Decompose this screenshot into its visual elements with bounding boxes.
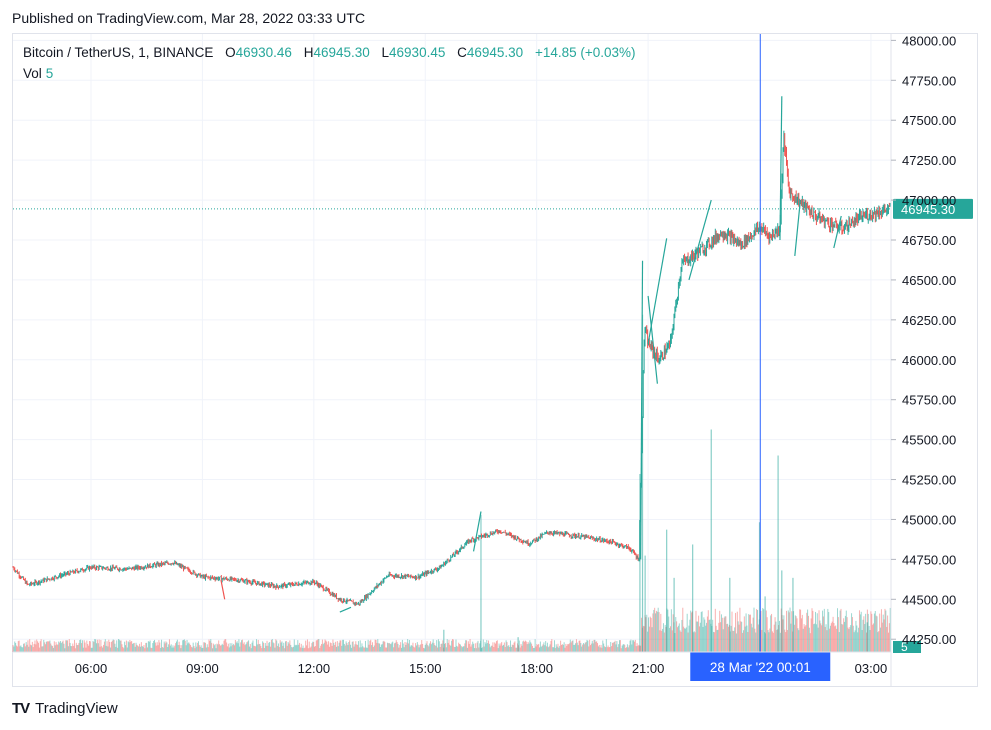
- close-value: 46945.30: [466, 45, 524, 60]
- y-tick-label: 45750.00: [902, 393, 956, 408]
- x-tick-label: 12:00: [298, 661, 331, 676]
- volume-bars: [12, 314, 891, 652]
- y-tick-label: 47000.00: [902, 193, 956, 208]
- volume-badge-label: 5: [901, 640, 908, 654]
- y-tick-label: 44500.00: [902, 592, 956, 607]
- price-axis: 48000.00 47750.00 47500.00 47250.00 47000.00…: [890, 33, 956, 686]
- volume-label: Vol: [23, 66, 42, 81]
- y-tick-label: 46500.00: [902, 273, 956, 288]
- low-value: 46930.45: [389, 45, 446, 60]
- crosshair-time-badge: [690, 652, 831, 681]
- candle-spike: [220, 580, 226, 600]
- candle-spike: [794, 200, 801, 257]
- candle-spike: [833, 215, 842, 249]
- volume-legend: Vol 5: [23, 66, 53, 81]
- high-key: H: [303, 45, 314, 60]
- x-tick-label: 03:00: [855, 661, 888, 676]
- y-tick-label: 48000.00: [902, 33, 956, 48]
- x-tick-label: 06:00: [75, 661, 108, 676]
- candle-spike: [472, 511, 482, 552]
- time-axis: 06:00 09:00 12:00 15:00 18:00 21:00 03:00: [13, 651, 891, 676]
- last-price-badge: [893, 198, 973, 219]
- candle-spike: [647, 295, 658, 384]
- crosshair-time-label: 28 Mar '22 00:01: [710, 660, 811, 675]
- y-tick-label: 45500.00: [902, 433, 956, 448]
- y-tick-label: 46250.00: [902, 313, 956, 328]
- symbol-legend: Bitcoin / TetherUS, 1, BINANCE O46930.46…: [23, 45, 636, 60]
- open-key: O: [225, 45, 236, 60]
- x-tick-label: 21:00: [632, 661, 665, 676]
- candle-spike: [647, 238, 668, 344]
- volume-value: 5: [45, 66, 54, 81]
- y-tick-label: 47250.00: [902, 153, 956, 168]
- y-tick-label: 44750.00: [902, 552, 956, 567]
- low-key: L: [381, 45, 390, 60]
- tradingview-logo-icon: TV: [12, 700, 30, 717]
- published-caption: Published on TradingView.com, Mar 28, 20…: [12, 10, 366, 26]
- overlays: 46945.30 5 28 Mar '22 00:01: [13, 34, 973, 681]
- y-tick-label: 46750.00: [902, 233, 956, 248]
- y-tick-label: 44250.00: [902, 632, 956, 647]
- change-value: +14.85 (+0.03%): [534, 45, 636, 60]
- y-tick-label: 45000.00: [902, 512, 956, 527]
- candle-spike: [688, 199, 712, 281]
- close-key: C: [457, 45, 467, 60]
- x-tick-label: 09:00: [186, 661, 219, 676]
- tradingview-brand[interactable]: TV TradingView: [12, 700, 118, 717]
- y-tick-label: 47750.00: [902, 73, 956, 88]
- y-tick-label: 46000.00: [902, 353, 956, 368]
- high-value: 46945.30: [313, 45, 370, 60]
- symbol-name: Bitcoin / TetherUS, 1, BINANCE: [23, 45, 214, 60]
- volume-badge: [893, 641, 921, 653]
- y-tick-label: 47500.00: [902, 113, 956, 128]
- x-tick-label: 18:00: [520, 661, 553, 676]
- brand-name: TradingView: [35, 700, 118, 717]
- chart-frame: [12, 33, 978, 687]
- y-tick-label: 45250.00: [902, 473, 956, 488]
- x-tick-label: 15:00: [409, 661, 442, 676]
- last-price-label: 46945.30: [901, 202, 955, 217]
- candle-spike: [640, 260, 644, 560]
- candle-spike: [339, 606, 352, 613]
- candles: [12, 96, 891, 613]
- open-value: 46930.46: [235, 45, 292, 60]
- candle-spike: [779, 96, 783, 241]
